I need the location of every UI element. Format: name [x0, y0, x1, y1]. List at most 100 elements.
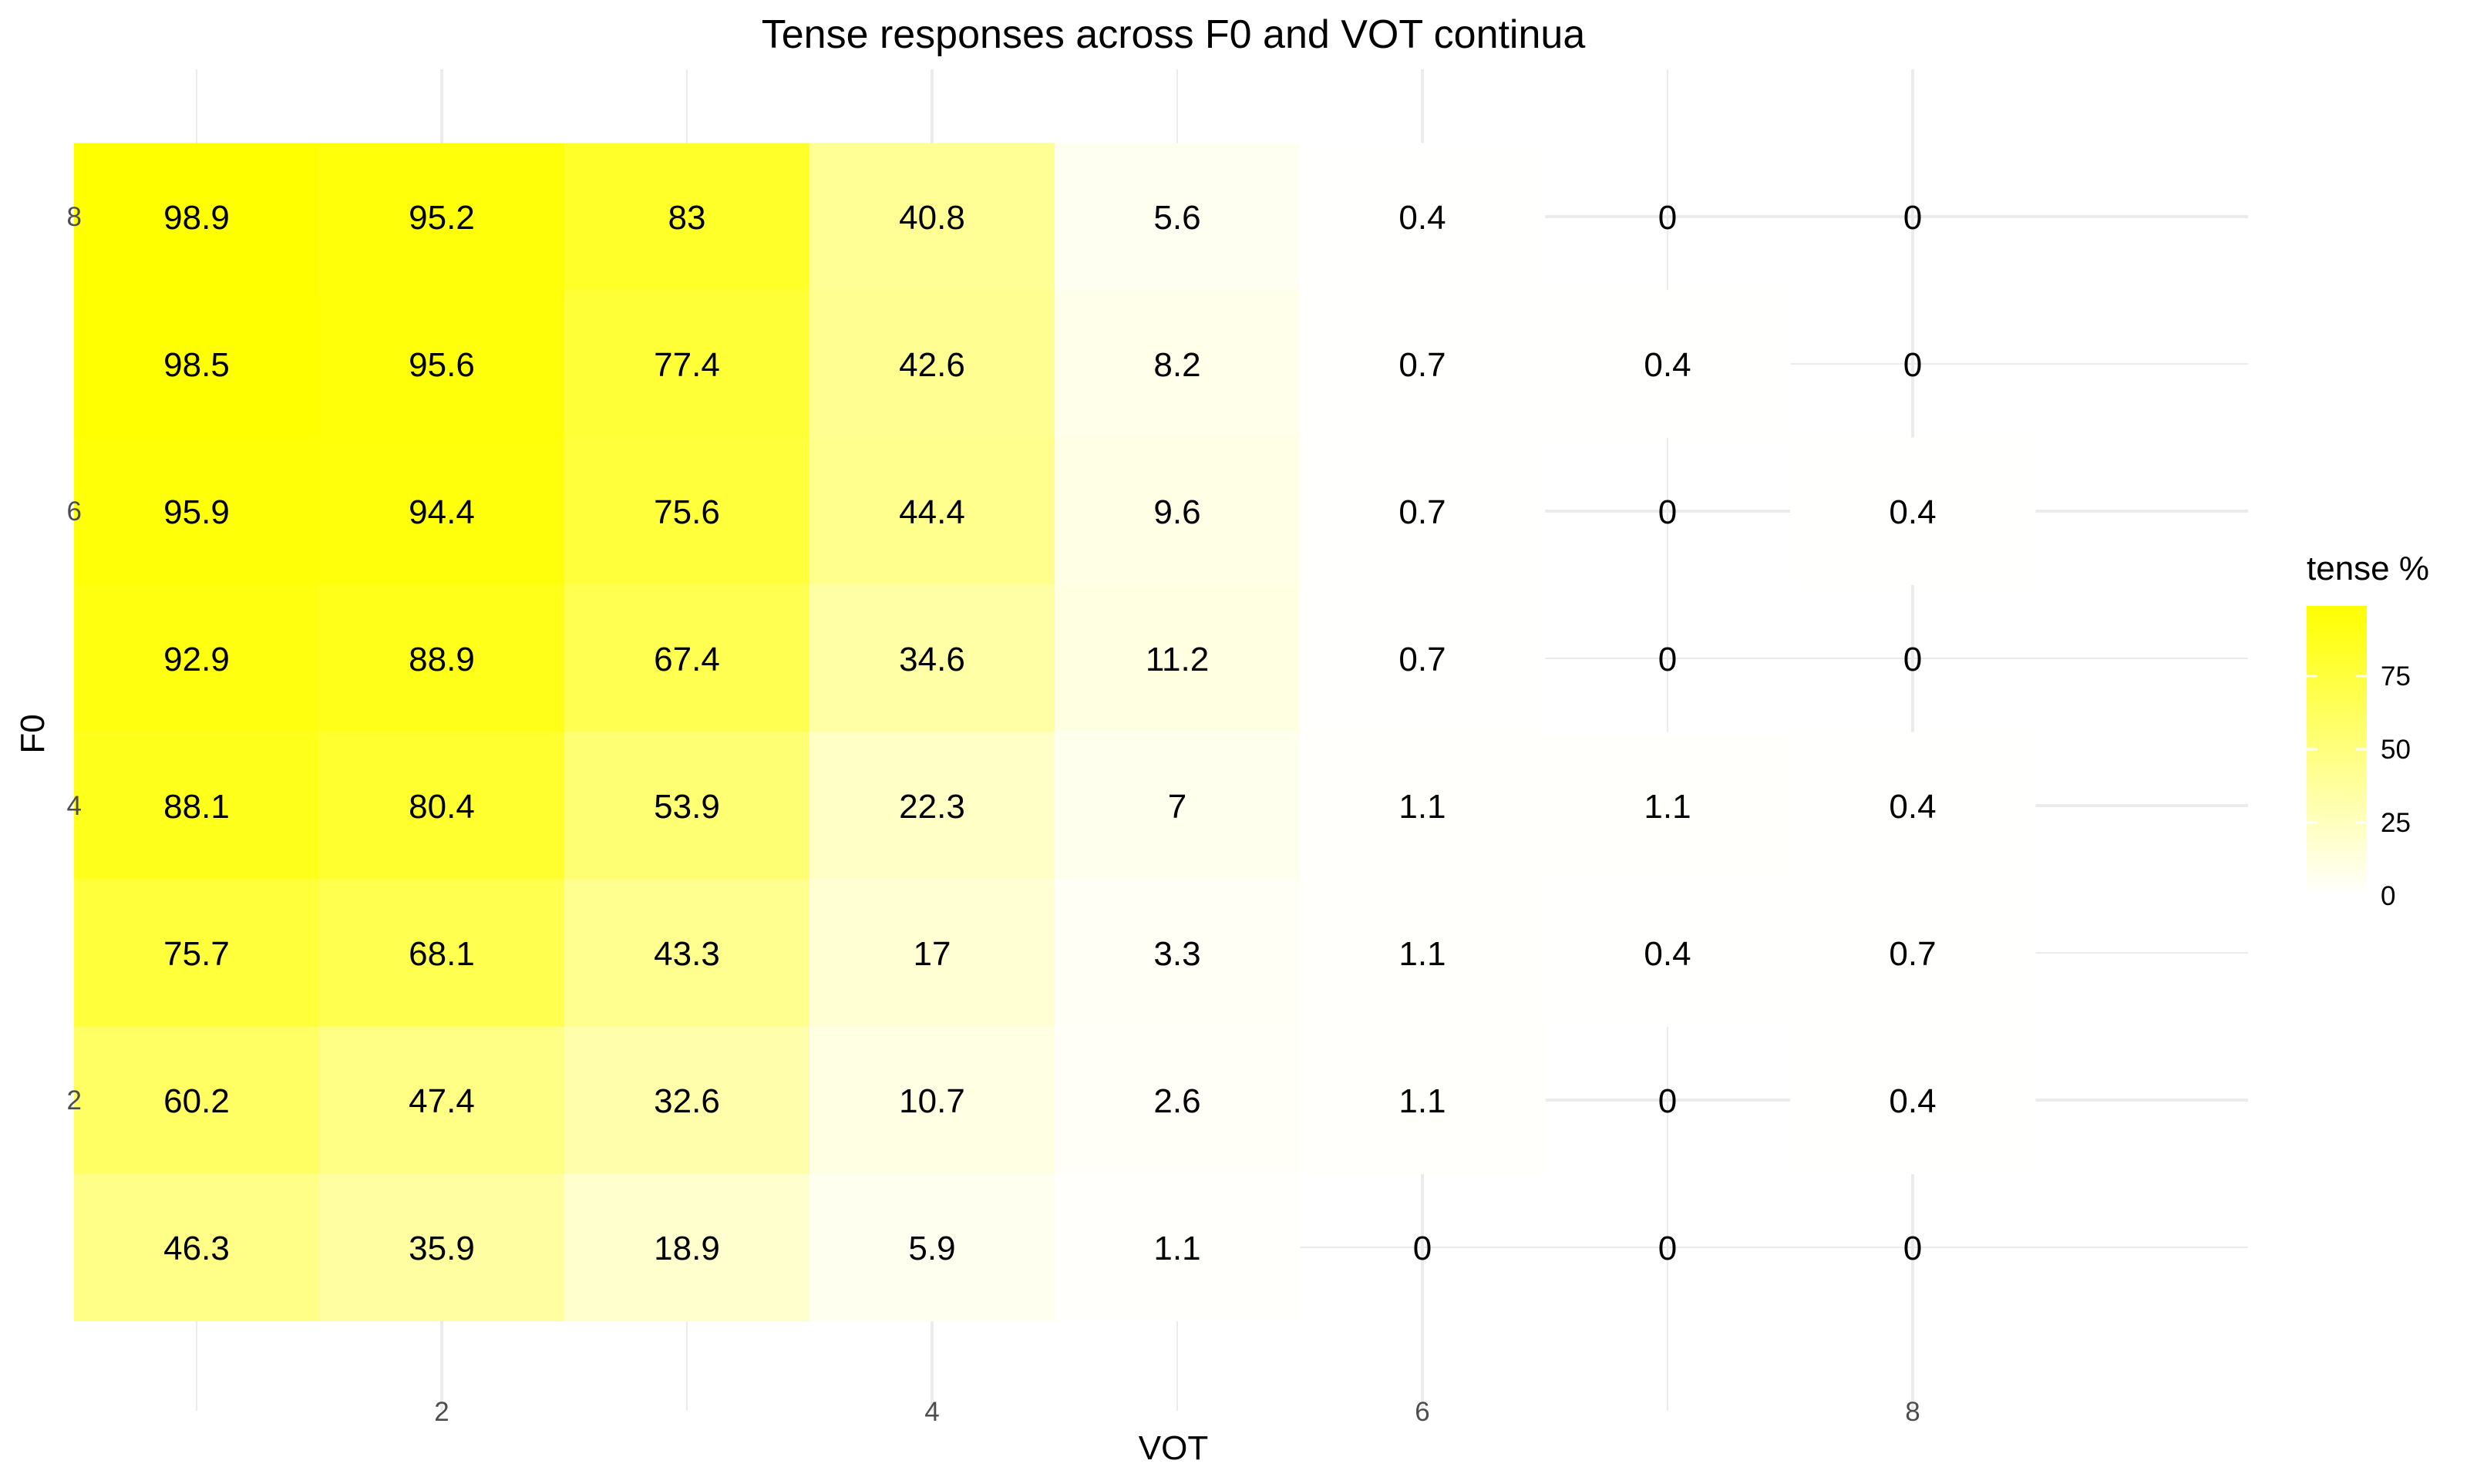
heatmap-cell: [809, 437, 1055, 585]
cell-value-label: 75.6: [654, 493, 720, 531]
heatmap-cell: [1055, 1173, 1301, 1321]
heatmap-cell: [564, 437, 810, 585]
legend-colorbar: [2307, 606, 2367, 896]
heatmap-cell: [1790, 437, 2036, 585]
heatmap-cell: [1055, 1026, 1301, 1174]
heatmap-cell: [74, 1173, 320, 1321]
heatmap-cell: [1055, 879, 1301, 1027]
cell-value-label: 92.9: [163, 641, 230, 678]
heatmap-cell: [319, 143, 565, 291]
heatmap-cell: [564, 879, 810, 1027]
y-tick-label: 8: [67, 202, 82, 232]
heatmap-cell: [319, 290, 565, 438]
cell-value-label: 32.6: [654, 1082, 720, 1120]
y-tick-label: 2: [67, 1085, 82, 1116]
heatmap-cell: [319, 879, 565, 1027]
heatmap-cell: [74, 143, 320, 291]
cell-value-label: 0.4: [1398, 199, 1446, 237]
cell-value-label: 0: [1658, 1082, 1677, 1120]
heatmap-cell: [319, 732, 565, 880]
y-tick-label: 4: [67, 791, 82, 821]
heatmap-cell: [319, 1026, 565, 1174]
cell-value-label: 3.3: [1153, 935, 1200, 973]
legend-title: tense %: [2307, 550, 2429, 587]
cell-value-label: 17: [914, 935, 951, 973]
cell-value-label: 80.4: [409, 788, 475, 826]
cell-value-label: 77.4: [654, 346, 720, 384]
cell-value-label: 0: [1658, 1230, 1677, 1267]
legend-tick-label: 25: [2381, 808, 2411, 838]
heatmap-cell: [1545, 879, 1791, 1027]
cell-value-label: 0: [1903, 641, 1922, 678]
heatmap-cell: [74, 437, 320, 585]
cell-value-label: 60.2: [163, 1082, 230, 1120]
cell-value-label: 43.3: [654, 935, 720, 973]
heatmap-cell: [1300, 290, 1546, 438]
cell-value-label: 1.1: [1398, 935, 1446, 973]
cell-value-label: 34.6: [899, 641, 965, 678]
x-tick-label: 2: [434, 1397, 449, 1427]
cell-value-label: 35.9: [409, 1230, 475, 1267]
cell-value-label: 1.1: [1398, 788, 1446, 826]
heatmap-cell: [809, 1026, 1055, 1174]
cell-value-label: 88.9: [409, 641, 475, 678]
cell-value-label: 98.5: [163, 346, 230, 384]
heatmap-cell: [1055, 143, 1301, 291]
chart-title: Tense responses across F0 and VOT contin…: [762, 12, 1586, 57]
heatmap-cell: [1055, 290, 1301, 438]
cell-value-label: 47.4: [409, 1082, 475, 1120]
cell-value-label: 68.1: [409, 935, 475, 973]
cell-value-label: 83: [668, 199, 706, 237]
cell-value-label: 9.6: [1153, 493, 1200, 531]
cell-value-label: 0: [1903, 1230, 1922, 1267]
cell-value-label: 0.4: [1644, 935, 1691, 973]
cell-value-label: 40.8: [899, 199, 965, 237]
heatmap-cell: [564, 143, 810, 291]
cell-value-label: 0: [1413, 1230, 1432, 1267]
cell-value-label: 8.2: [1153, 346, 1200, 384]
heatmap-cell: [564, 584, 810, 732]
legend-tick-label: 0: [2381, 881, 2395, 911]
cell-value-label: 1.1: [1644, 788, 1691, 826]
heatmap-cell: [1300, 1026, 1546, 1174]
heatmap-cell: [809, 290, 1055, 438]
cell-value-label: 94.4: [409, 493, 475, 531]
cell-value-label: 10.7: [899, 1082, 965, 1120]
cell-value-label: 5.6: [1153, 199, 1200, 237]
cell-value-label: 95.9: [163, 493, 230, 531]
cell-value-label: 0: [1658, 641, 1677, 678]
heatmap-cell: [809, 584, 1055, 732]
cell-value-label: 22.3: [899, 788, 965, 826]
cell-value-label: 11.2: [1146, 641, 1209, 678]
cell-value-label: 44.4: [899, 493, 965, 531]
heatmap-cell: [564, 1026, 810, 1174]
heatmap-cell: [1790, 732, 2036, 880]
cell-value-label: 0.7: [1889, 935, 1936, 973]
heatmap-cell: [1055, 732, 1301, 880]
heatmap-cell: [809, 1173, 1055, 1321]
heatmap-cell: [74, 1026, 320, 1174]
cell-value-label: 0.7: [1398, 493, 1446, 531]
cell-value-label: 42.6: [899, 346, 965, 384]
cell-value-label: 0.7: [1398, 346, 1446, 384]
cell-value-label: 98.9: [163, 199, 230, 237]
cell-value-label: 0.7: [1398, 641, 1446, 678]
cell-value-label: 95.2: [409, 199, 475, 237]
cell-value-label: 2.6: [1153, 1082, 1200, 1120]
heatmap-cell: [74, 732, 320, 880]
heatmap-cell: [809, 143, 1055, 291]
cell-value-label: 1.1: [1153, 1230, 1200, 1267]
heatmap-cell: [809, 879, 1055, 1027]
heatmap-cell: [564, 732, 810, 880]
heatmap-cell: [1300, 143, 1546, 291]
cell-value-label: 46.3: [163, 1230, 230, 1267]
heatmap-cell: [1790, 1026, 2036, 1174]
cell-value-label: 0: [1658, 199, 1677, 237]
cell-value-label: 7: [1168, 788, 1186, 826]
cell-value-label: 0: [1658, 493, 1677, 531]
heatmap-cell: [1055, 584, 1301, 732]
x-tick-label: 8: [1905, 1397, 1920, 1427]
axes: 2 4 6 8 2 4 6 8: [67, 202, 1920, 1427]
cell-labels: 98.9 95.2 83 40.8 5.6 0.4 0 0 98.5 95.6 77.4 42.6 8.…: [163, 199, 1936, 1267]
